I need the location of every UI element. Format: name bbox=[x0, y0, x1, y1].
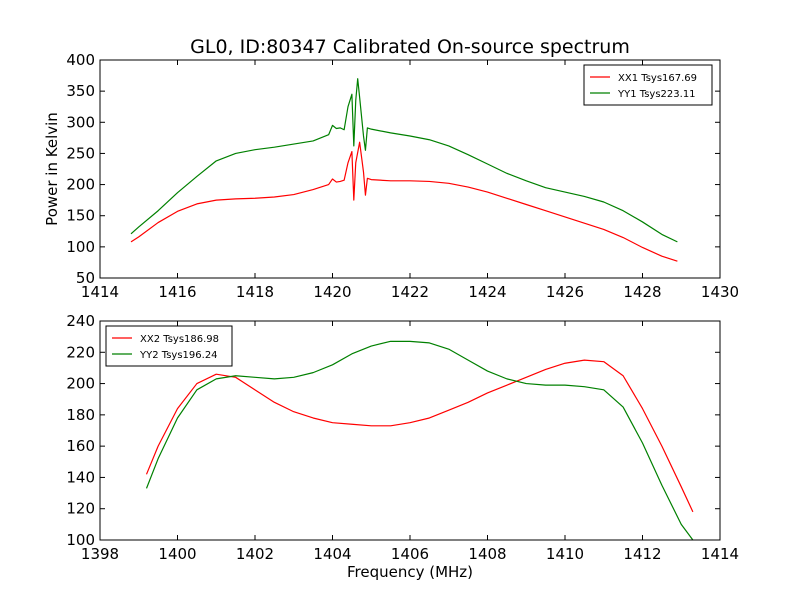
y-tick-label: 100 bbox=[66, 531, 95, 549]
x-tick-label: 1414 bbox=[81, 283, 119, 301]
series-line-1-1 bbox=[130, 141, 678, 262]
legend-box bbox=[583, 64, 713, 106]
y-axis-label: Power in Kelvin bbox=[43, 112, 61, 226]
y-tick-label: 250 bbox=[66, 144, 95, 162]
x-tick-label: 1422 bbox=[391, 283, 429, 301]
series-line-2-2 bbox=[145, 340, 694, 541]
legend: XX1 Tsys167.69 YY1 Tsys223.11 bbox=[583, 64, 713, 106]
legend-box bbox=[105, 325, 233, 367]
x-axis-label: Frequency (MHz) bbox=[347, 563, 473, 581]
y-tick-label: 240 bbox=[66, 312, 95, 330]
legend-entry: XX1 Tsys167.69 bbox=[618, 73, 697, 84]
legend-entry: YY1 Tsys223.11 bbox=[617, 89, 696, 100]
x-tick-label: 1414 bbox=[701, 545, 739, 563]
x-tick-label: 1412 bbox=[623, 545, 661, 563]
y-tick-label: 140 bbox=[66, 468, 95, 486]
x-tick-label: 1416 bbox=[158, 283, 196, 301]
y-tick-label: 120 bbox=[66, 500, 95, 518]
panel-1: 1414 1416 1418 1420 1422 1424 1426 1428 1430 50 10… bbox=[43, 51, 739, 301]
series-line-2-1 bbox=[145, 359, 694, 513]
y-tick-label: 100 bbox=[66, 238, 95, 256]
panel-2: 1398 1400 1402 1404 1406 1408 1410 1412 1414 100 1… bbox=[66, 312, 739, 581]
y-tick-label: 150 bbox=[66, 207, 95, 225]
x-tick-label: 1410 bbox=[546, 545, 584, 563]
legend-entry: XX2 Tsys186.98 bbox=[140, 334, 219, 345]
x-tick-label: 1398 bbox=[81, 545, 119, 563]
x-tick-label: 1428 bbox=[623, 283, 661, 301]
x-tick-label: 1402 bbox=[236, 545, 274, 563]
legend-entry: YY2 Tsys196.24 bbox=[139, 350, 218, 361]
x-tick-label: 1424 bbox=[468, 283, 506, 301]
chart-title: GL0, ID:80347 Calibrated On-source spect… bbox=[190, 36, 630, 58]
y-tick-label: 200 bbox=[66, 375, 95, 393]
series-line-1-2 bbox=[130, 78, 678, 243]
x-tick-label: 1400 bbox=[158, 545, 196, 563]
x-tick-label: 1420 bbox=[313, 283, 351, 301]
y-tick-label: 300 bbox=[66, 113, 95, 131]
y-tick-label: 160 bbox=[66, 437, 95, 455]
legend: XX2 Tsys186.98 YY2 Tsys196.24 bbox=[105, 325, 233, 367]
x-tick-label: 1406 bbox=[391, 545, 429, 563]
x-tick-label: 1404 bbox=[313, 545, 351, 563]
y-tick-label: 220 bbox=[66, 343, 95, 361]
x-tick-label: 1430 bbox=[701, 283, 739, 301]
x-tick-label: 1418 bbox=[236, 283, 274, 301]
y-tick-label: 50 bbox=[76, 269, 95, 287]
x-tick-label: 1426 bbox=[546, 283, 584, 301]
y-tick-label: 350 bbox=[66, 82, 95, 100]
y-tick-label: 200 bbox=[66, 176, 95, 194]
y-tick-label: 400 bbox=[66, 51, 95, 69]
x-tick-label: 1408 bbox=[468, 545, 506, 563]
y-tick-label: 180 bbox=[66, 406, 95, 424]
